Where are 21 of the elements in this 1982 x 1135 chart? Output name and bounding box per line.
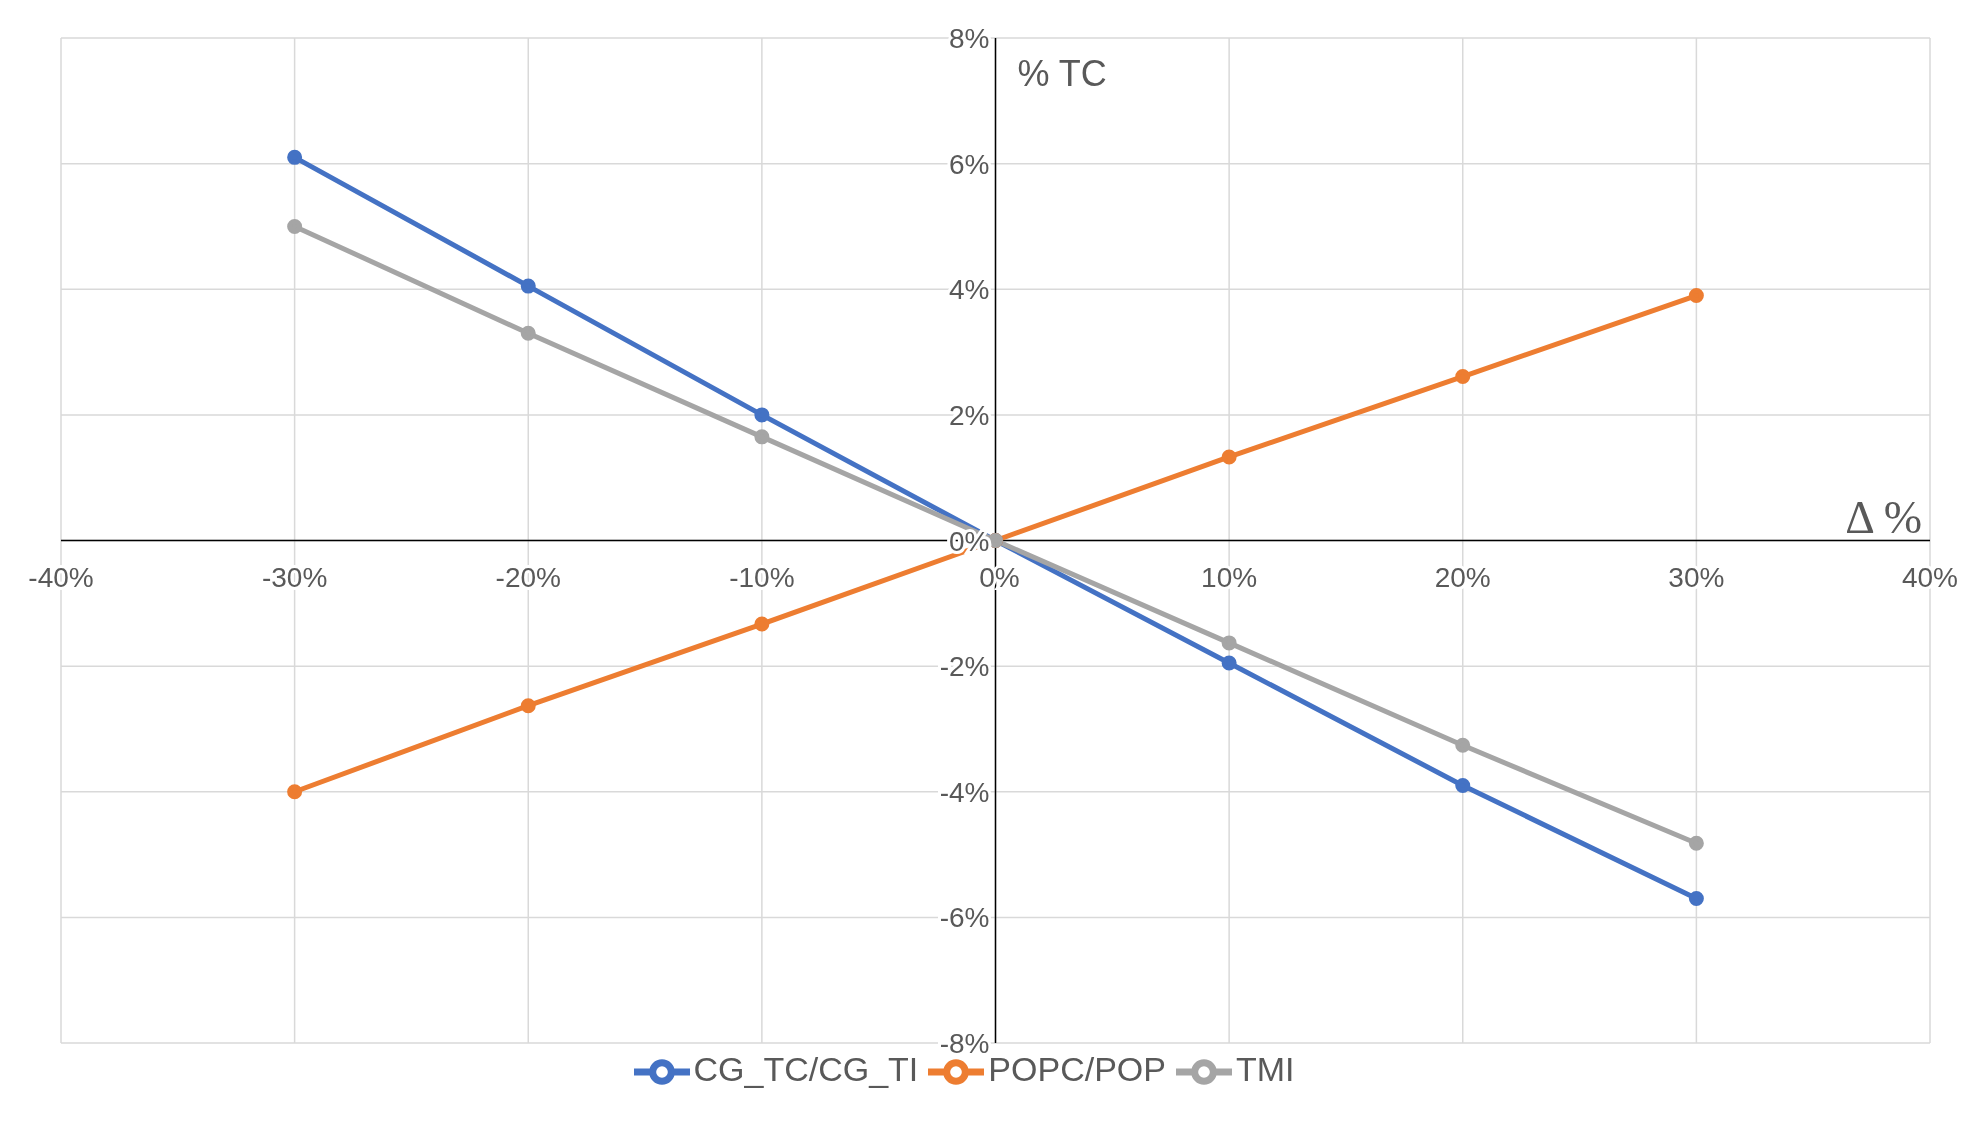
y-tick-label: 2% [949, 399, 990, 431]
x-axis-title: Δ % [1845, 491, 1922, 543]
x-tick-label: -30% [261, 561, 328, 593]
x-tick-label: 20% [1434, 561, 1491, 593]
y-tick-label: -4% [939, 776, 990, 808]
legend-label: POPC/POP [988, 1050, 1166, 1088]
x-tick-label: -20% [495, 561, 561, 593]
y-tick-label: 8% [949, 23, 990, 54]
y-tick-label: 4% [949, 274, 990, 306]
y-tick-label: -8% [939, 1028, 990, 1059]
x-tick-label: 10% [1201, 561, 1258, 593]
legend-label: CG_TC/CG_TI [693, 1049, 919, 1088]
y-axis-title: % TC [1017, 52, 1107, 94]
x-tick-label: 40% [1901, 561, 1959, 593]
x-tick-label: -10% [729, 561, 795, 593]
x-tick-label: 30% [1668, 561, 1725, 593]
legend-label: TMI [1235, 1049, 1295, 1088]
y-tick-label: -6% [939, 902, 990, 934]
x-tick-label: -40% [28, 561, 94, 593]
y-tick-label: 6% [949, 148, 990, 180]
y-tick-label: -2% [939, 651, 990, 683]
